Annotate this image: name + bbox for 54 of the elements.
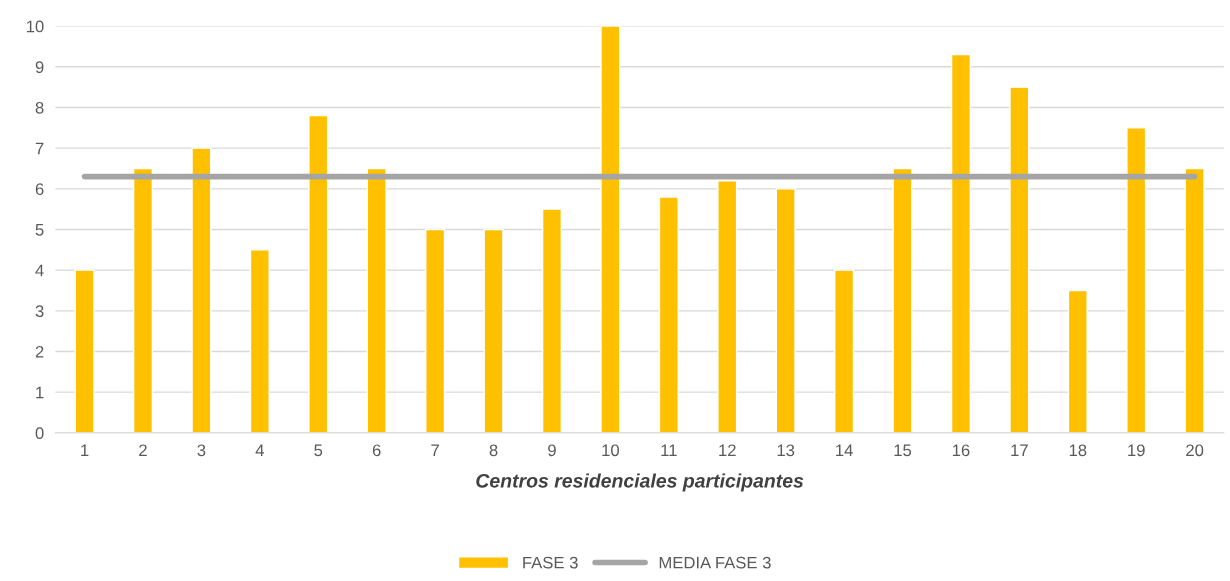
x-tick-label: 10 [602, 444, 620, 457]
legend-label: FASE 3 [523, 556, 578, 569]
x-tick-label: 20 [1186, 444, 1204, 457]
y-tick-label: 4 [35, 264, 44, 277]
y-tick-label: 1 [36, 386, 44, 399]
y-tick-label: 8 [35, 101, 44, 114]
x-tick-label: 17 [1011, 444, 1028, 457]
x-tick-label: 19 [1128, 444, 1145, 457]
bar [132, 167, 154, 433]
bar [74, 269, 95, 433]
y-tick-label: 3 [35, 305, 44, 318]
y-tick-label: 5 [35, 224, 44, 236]
y-tick-label: 9 [35, 61, 44, 74]
bar [834, 269, 855, 433]
bar [658, 196, 679, 433]
bar [425, 228, 446, 433]
bar [483, 228, 504, 433]
bar [541, 208, 563, 433]
x-tick-label: 8 [489, 444, 498, 457]
x-tick-label: 3 [197, 444, 206, 457]
bar [892, 167, 913, 433]
x-tick-label: 11 [661, 444, 677, 457]
x-tick-label: 12 [719, 444, 736, 457]
x-axis-title: Centros residenciales participantes [476, 473, 804, 492]
bar [1126, 127, 1147, 433]
x-tick-label: 13 [777, 444, 795, 457]
y-tick-label: 2 [35, 345, 44, 358]
bar [717, 179, 738, 433]
y-tick-label: 10 [26, 20, 44, 33]
legend-label: MEDIA FASE 3 [659, 556, 771, 569]
y-tick-label: 7 [35, 142, 44, 155]
bar [950, 53, 971, 433]
bar [308, 114, 329, 433]
x-tick-label: 1 [81, 444, 89, 457]
x-tick-label: 14 [836, 444, 853, 457]
x-tick-label: 7 [431, 444, 439, 457]
bar [366, 167, 387, 433]
x-tick-label: 15 [894, 444, 912, 457]
x-tick-label: 5 [314, 444, 323, 457]
bar [249, 249, 270, 433]
x-tick-label: 16 [952, 444, 970, 457]
x-tick-label: 18 [1069, 444, 1087, 457]
x-tick-label: 9 [548, 444, 556, 457]
bar [1009, 86, 1030, 433]
bar [1184, 167, 1205, 433]
y-tick-label: 6 [35, 183, 44, 196]
bar [1067, 289, 1088, 433]
bar [775, 188, 796, 433]
bar [600, 26, 621, 433]
bar [191, 147, 212, 433]
x-tick-label: 4 [255, 444, 264, 457]
y-tick-label: 0 [35, 427, 44, 440]
x-tick-label: 6 [372, 444, 381, 457]
x-tick-label: 2 [139, 444, 147, 457]
